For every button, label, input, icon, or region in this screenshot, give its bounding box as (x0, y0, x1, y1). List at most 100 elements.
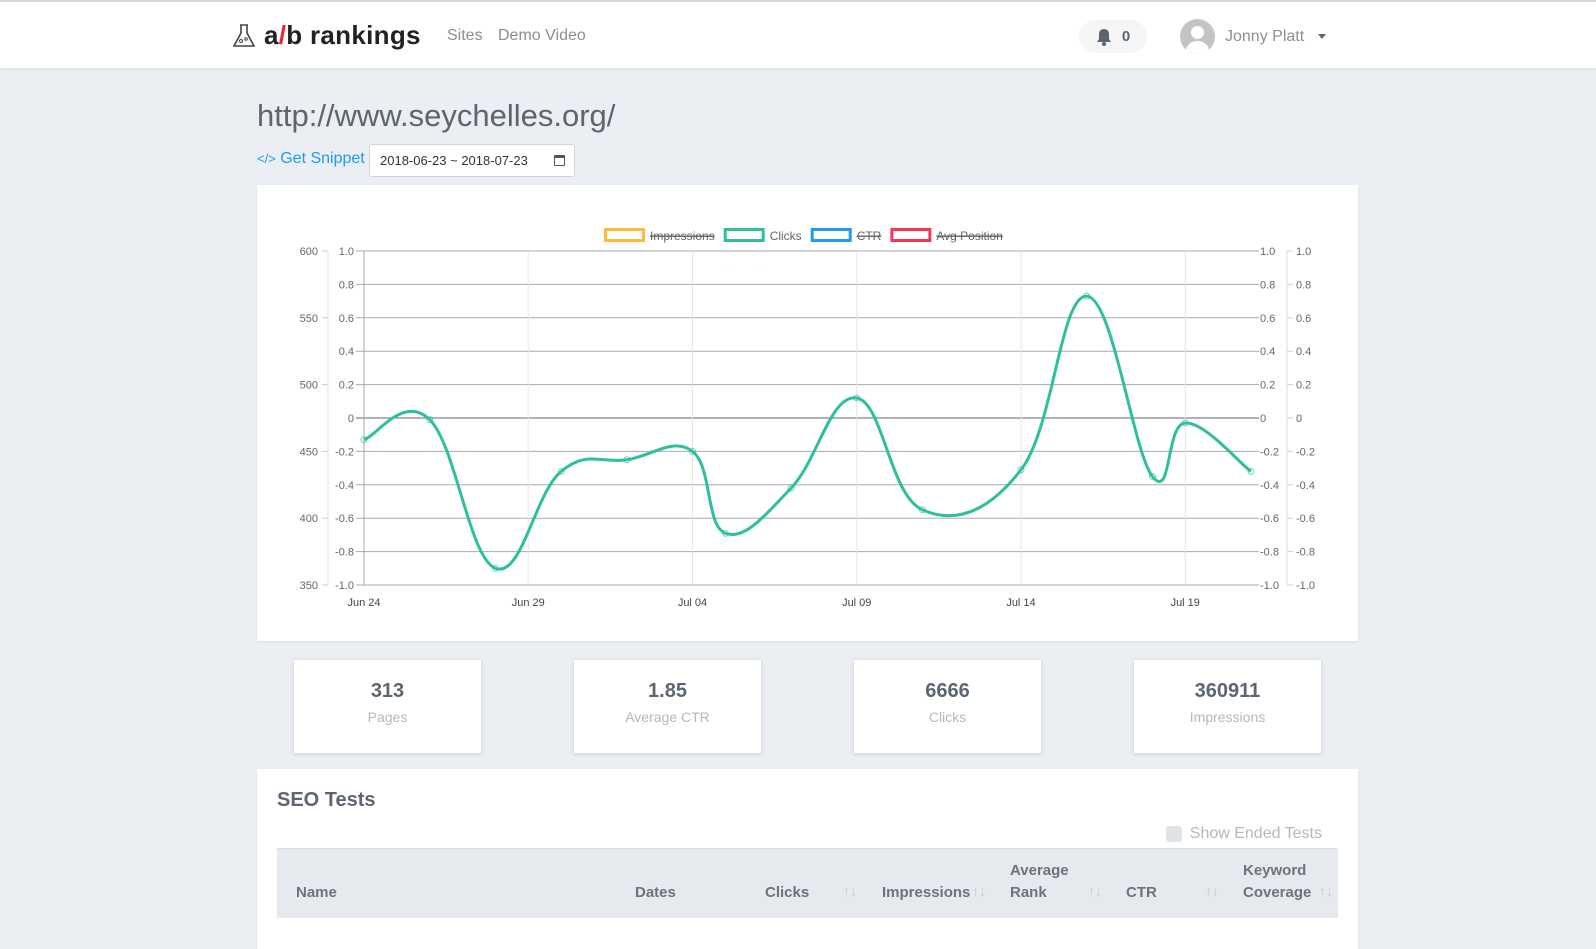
y-tick-label-left-outer: 500 (300, 380, 318, 392)
series-line-clicks (363, 294, 1252, 571)
data-point (721, 529, 729, 537)
y-tick-label-right-outer: 1.0 (1296, 246, 1311, 258)
get-snippet-label: Get Snippet (280, 150, 365, 167)
column-dates[interactable]: Dates (635, 884, 676, 901)
notifications-button[interactable]: 0 (1079, 20, 1147, 53)
y-tick-label-right-inner: -0.6 (1260, 513, 1279, 525)
sort-icon[interactable]: ↑↓ (972, 883, 986, 899)
legend-swatch-clicks (723, 228, 765, 242)
x-tick-label: Jul 09 (842, 597, 871, 609)
column-average-rank[interactable]: Average Rank (1010, 862, 1069, 901)
data-point (1181, 419, 1189, 427)
data-point (623, 456, 631, 464)
caret-down-icon (1318, 34, 1327, 39)
stat-value: 313 (370, 680, 405, 702)
y-tick-label-left-inner: -1.0 (335, 580, 354, 592)
data-point (1247, 467, 1255, 475)
show-ended-checkbox[interactable] (1165, 826, 1182, 842)
y-tick-label-left-outer: 550 (300, 313, 318, 325)
logo-text: a (264, 20, 279, 50)
y-tick-label-right-inner: 1.0 (1260, 246, 1275, 258)
y-tick-label-left-inner: 0.4 (339, 346, 354, 358)
column-impressions[interactable]: Impressions (882, 884, 971, 901)
flask-icon (232, 23, 256, 47)
stat-card-pages: 313 Pages (294, 660, 481, 753)
performance-chart: 1.0 1.0 1.0 0.8 0.8 0.8 0.6 0.6 0.6 0.4 0.4 0.4 0.2 0… (300, 228, 1315, 609)
column-name[interactable]: Name (296, 884, 337, 901)
y-tick-label-right-outer: -0.2 (1296, 446, 1315, 458)
sort-icon[interactable]: ↑↓ (1205, 883, 1219, 899)
column-keyword-coverage[interactable]: Keyword Coverage (1243, 862, 1312, 901)
y-tick-label-left-inner: 1.0 (339, 246, 354, 258)
y-tick-label-right-inner: 0.6 (1260, 313, 1275, 325)
sort-icon[interactable]: ↑↓ (1319, 883, 1333, 899)
date-range-picker[interactable]: 2018-06-23 ~ 2018-07-23 (369, 144, 575, 177)
date-range-value: 2018-06-23 ~ 2018-07-23 (380, 153, 528, 168)
sort-icon[interactable]: ↑↓ (1088, 883, 1102, 899)
stat-card-impressions: 360911 Impressions (1134, 660, 1321, 753)
y-tick-label-right-outer: -0.8 (1296, 547, 1315, 559)
y-tick-label-right-inner: 0.4 (1260, 346, 1275, 358)
y-tick-label-right-inner: 0 (1260, 413, 1266, 425)
seo-tests-title: SEO Tests (277, 789, 376, 811)
sort-icon[interactable]: ↑↓ (843, 883, 857, 899)
x-tick-label: Jun 24 (347, 597, 380, 609)
legend-swatch-avg-position (890, 228, 932, 242)
y-tick-label-right-outer: -0.4 (1296, 480, 1315, 492)
y-tick-label-right-inner: 0.8 (1260, 279, 1275, 291)
legend-swatch-ctr (810, 228, 852, 242)
data-point (1017, 466, 1025, 474)
y-tick-label-left-inner: -0.6 (335, 513, 354, 525)
y-tick-label-left-inner: 0.8 (339, 279, 354, 291)
data-point (1083, 292, 1091, 300)
y-tick-label-left-inner: 0 (348, 413, 354, 425)
y-tick-label-left-outer: 400 (300, 513, 318, 525)
stat-card-clicks: 6666 Clicks (854, 660, 1041, 753)
stat-label: Impressions (1189, 709, 1266, 725)
data-point (689, 447, 696, 455)
y-tick-label-right-outer: 0.4 (1296, 346, 1311, 358)
get-snippet-link[interactable]: </> Get Snippet (257, 150, 365, 168)
calendar-icon (554, 155, 565, 166)
y-tick-label-left-inner: -0.8 (335, 547, 354, 559)
data-point (360, 436, 368, 444)
y-tick-label-left-outer: 600 (300, 246, 318, 258)
bell-icon (1096, 28, 1111, 46)
y-tick-label-right-outer: -1.0 (1296, 580, 1315, 592)
nav-sites[interactable]: Sites (447, 27, 483, 44)
user-name: Jonny Platt (1225, 27, 1305, 45)
table-header: Name Dates Clicks ↑↓ Impressions ↑↓ Aver… (277, 848, 1338, 918)
notifications-count: 0 (1121, 28, 1131, 45)
column-ctr[interactable]: CTR (1126, 884, 1157, 901)
y-tick-label-right-inner: -0.8 (1260, 547, 1279, 559)
data-point (918, 506, 926, 514)
column-clicks[interactable]: Clicks (765, 884, 810, 901)
data-point (491, 564, 499, 572)
logo[interactable]: a/b rankings (232, 20, 421, 51)
y-tick-label-right-inner: -0.4 (1260, 480, 1279, 492)
avatar (1180, 19, 1215, 54)
y-tick-label-right-outer: 0.8 (1296, 279, 1311, 291)
nav-demo-video[interactable]: Demo Video (498, 27, 586, 44)
stat-label: Clicks (928, 709, 967, 725)
y-tick-label-left-outer: 450 (300, 446, 318, 458)
y-tick-label-left-inner: 0.2 (339, 380, 354, 392)
data-point (557, 467, 565, 475)
x-tick-label: Jun 29 (512, 597, 545, 609)
y-tick-label-left-outer: 350 (300, 580, 318, 592)
top-navbar: a/b rankings Sites Demo Video 0 Jonny Pl… (0, 0, 1596, 68)
y-tick-label-right-inner: 0.2 (1260, 380, 1275, 392)
show-ended-label: Show Ended Tests (1189, 825, 1322, 842)
y-tick-label-left-inner: -0.4 (335, 480, 354, 492)
chart-card (257, 185, 1358, 641)
data-point (787, 484, 795, 492)
legend-label-clicks: Clicks (770, 229, 802, 243)
y-tick-label-right-outer: 0.2 (1296, 380, 1311, 392)
stat-card-average-ctr: 1.85 Average CTR (574, 660, 761, 753)
data-point (426, 416, 434, 424)
logo-slash: / (278, 20, 287, 50)
y-tick-label-right-outer: 0 (1296, 413, 1302, 425)
user-menu[interactable]: Jonny Platt (1180, 19, 1327, 54)
show-ended-tests-toggle[interactable]: Show Ended Tests (1165, 825, 1322, 843)
stat-value: 360911 (1194, 680, 1261, 702)
